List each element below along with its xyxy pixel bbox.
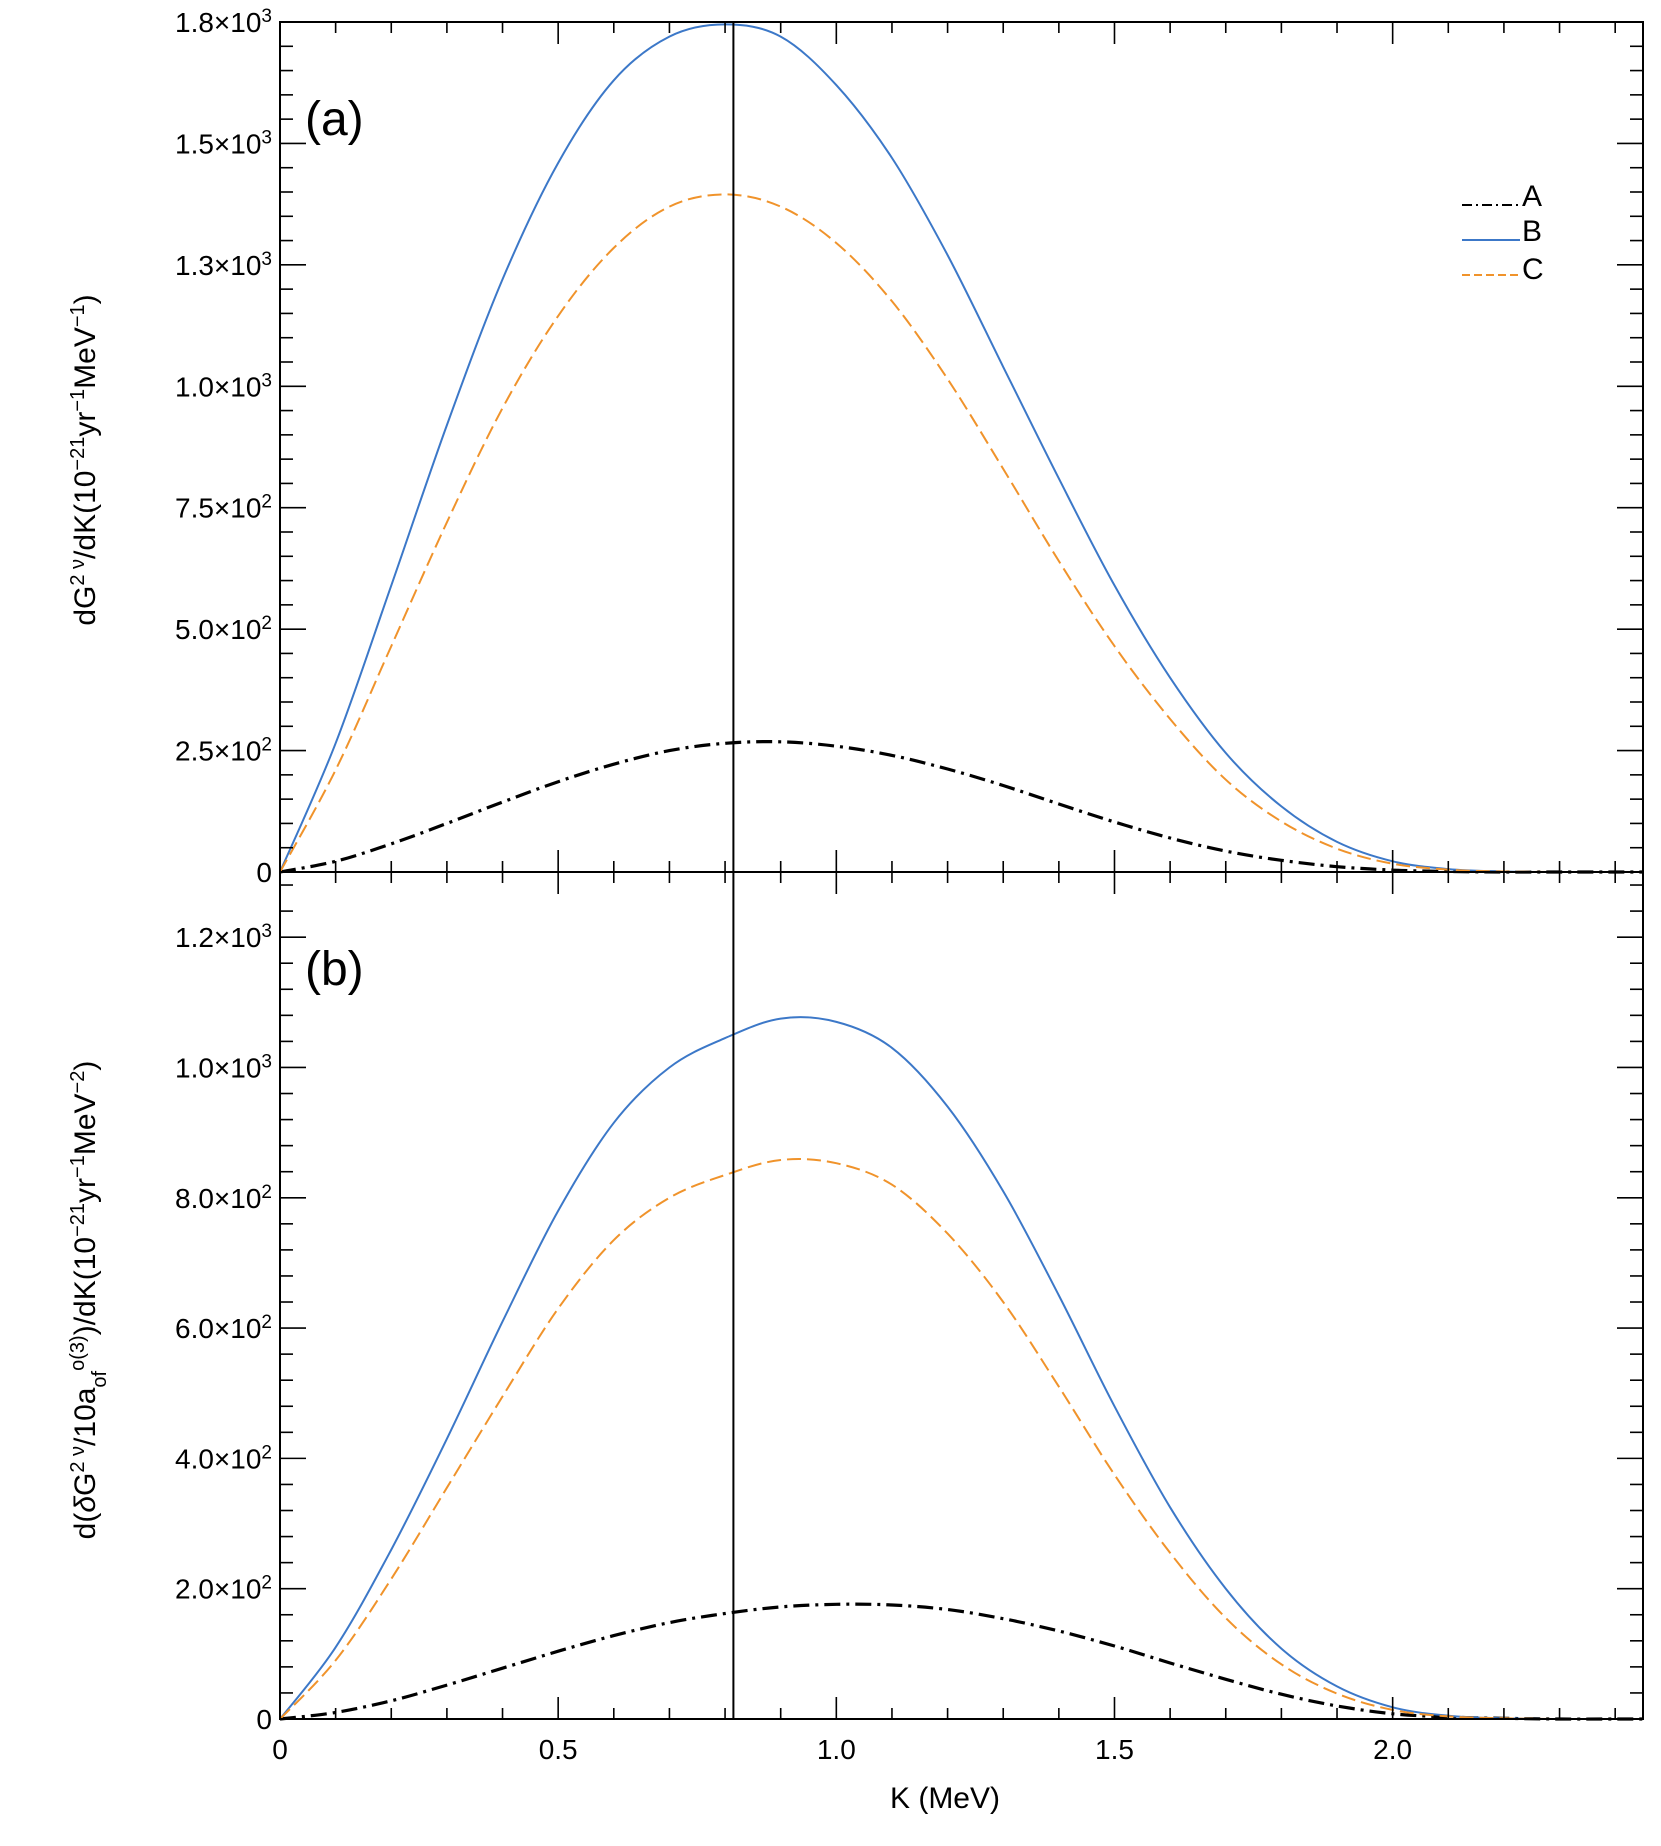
panel-b-y-tick-labels: 0 2.0×102 4.0×102 6.0×102 8.0×102 1.0×103 1.2×… — [175, 921, 272, 1735]
x-tick-label: 1.5 — [1095, 1734, 1134, 1765]
series-c-line — [279, 1158, 1643, 1721]
panel-a-tag: (a) — [305, 93, 364, 146]
y-tick-label: 6.0×102 — [175, 1312, 272, 1345]
series-a-line — [279, 1602, 1643, 1721]
series-c-line — [279, 193, 1643, 874]
y-tick-label: 7.5×102 — [175, 491, 272, 524]
panel-b-curves — [279, 1016, 1643, 1721]
y-tick-label: 1.3×103 — [175, 248, 272, 281]
y-tick-label: 1.2×103 — [175, 921, 272, 954]
legend: A B C — [1462, 180, 1544, 286]
y-tick-label: 1.0×103 — [175, 1051, 272, 1084]
y-tick-label: 0 — [256, 1704, 272, 1735]
panel-a-frame — [279, 21, 1644, 873]
legend-label-b: B — [1522, 215, 1542, 248]
panel-a: 0 2.5×102 5.0×102 7.5×102 1.0×103 1.3×103 1.5×… — [67, 6, 1644, 889]
y-tick-label: 8.0×102 — [175, 1181, 272, 1214]
y-tick-label: 1.8×103 — [175, 6, 272, 39]
y-tick-label: 4.0×102 — [175, 1442, 272, 1475]
x-axis-title: K (MeV) — [890, 1782, 1000, 1815]
series-a-line — [279, 740, 1643, 874]
x-tick-label: 0.5 — [539, 1734, 578, 1765]
panel-a-ticks — [279, 21, 1643, 873]
y-tick-label: 0 — [256, 857, 272, 888]
x-tick-label: 0 — [272, 1734, 288, 1765]
panel-b-ticks — [279, 872, 1643, 1720]
panel-b: 0 2.0×102 4.0×102 6.0×102 8.0×102 1.0×103 1.2×… — [67, 871, 1644, 1815]
legend-label-c: C — [1522, 253, 1544, 286]
panel-b-frame — [279, 871, 1644, 1720]
panel-b-tag: (b) — [305, 943, 364, 996]
panel-a-y-axis-title: dG2 ν/dK(10−21yr−1MeV−1) — [67, 294, 102, 625]
y-tick-label: 2.5×102 — [175, 734, 272, 767]
legend-label-a: A — [1522, 180, 1542, 213]
series-b-line — [279, 23, 1643, 874]
y-tick-label: 2.0×102 — [175, 1572, 272, 1605]
panel-a-curves — [279, 23, 1643, 874]
panel-a-y-tick-labels: 0 2.5×102 5.0×102 7.5×102 1.0×103 1.3×103 1.5×… — [175, 6, 272, 889]
y-tick-label: 1.0×103 — [175, 370, 272, 403]
y-tick-label: 5.0×102 — [175, 613, 272, 646]
panel-b-y-axis-title: d(δG2 ν/10aofo(3))/dK(10−21yr−1MeV−2) — [67, 1061, 111, 1540]
panel-b-x-tick-labels: 0 0.5 1.0 1.5 2.0 — [272, 1734, 1412, 1765]
y-tick-label: 1.5×103 — [175, 127, 272, 160]
series-b-line — [279, 1016, 1643, 1721]
x-tick-label: 2.0 — [1373, 1734, 1412, 1765]
x-tick-label: 1.0 — [817, 1734, 856, 1765]
